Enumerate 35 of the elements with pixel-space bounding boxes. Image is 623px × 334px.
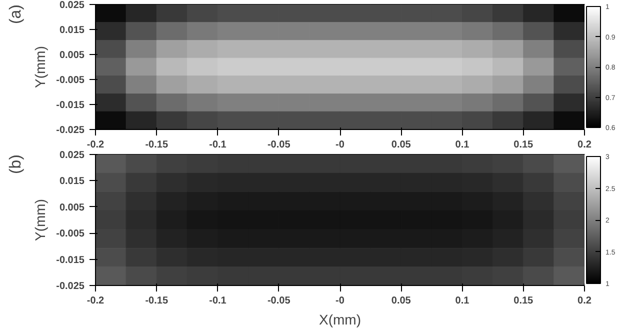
x-tick-label: -0.15 bbox=[145, 140, 168, 150]
x-tick-label: 0.1 bbox=[455, 140, 470, 150]
y-tick-label: -0.025 bbox=[56, 125, 85, 136]
x-tick-label: 0.1 bbox=[455, 296, 470, 306]
chart-title: (a) bbox=[8, 4, 24, 24]
y-axis-title: Y(mm) bbox=[32, 198, 48, 241]
x-tick-label: -0 bbox=[336, 140, 345, 150]
x-axis-title: X(mm) bbox=[319, 312, 362, 328]
y-tick-label: -0.015 bbox=[56, 100, 85, 111]
x-tick-label: -0.15 bbox=[145, 296, 168, 306]
y-tick-label: 0.025 bbox=[59, 150, 85, 161]
x-tick-label: 0.2 bbox=[578, 296, 592, 306]
x-tick-label: 0.05 bbox=[391, 140, 412, 150]
x-tick-label: -0.1 bbox=[209, 296, 227, 306]
y-tick-label: 0.015 bbox=[59, 176, 85, 188]
x-tick-label: 0.05 bbox=[391, 296, 412, 306]
y-tick-label: 0.015 bbox=[59, 25, 85, 36]
x-tick-label: 0.15 bbox=[514, 296, 534, 306]
y-tick-label: 0.005 bbox=[59, 202, 85, 214]
x-tick-label: -0.05 bbox=[267, 140, 291, 150]
y-tick-label: -0.005 bbox=[56, 228, 85, 240]
x-tick-label: -0 bbox=[336, 296, 345, 306]
x-tick-label: -0.1 bbox=[209, 140, 227, 150]
y-tick-label: 0.005 bbox=[59, 50, 85, 61]
y-tick-label: 0.025 bbox=[59, 0, 85, 11]
y-tick-label: -0.015 bbox=[56, 254, 85, 266]
chart-title: (b) bbox=[8, 154, 24, 174]
y-tick-label: -0.005 bbox=[56, 75, 85, 86]
x-tick-label: -0.2 bbox=[86, 296, 105, 306]
y-axis-title: Y(mm) bbox=[32, 46, 48, 88]
x-tick-label: 0.15 bbox=[514, 140, 534, 150]
x-tick-label: -0.2 bbox=[86, 140, 105, 150]
x-tick-label: 0.2 bbox=[578, 140, 592, 150]
y-tick-label: -0.025 bbox=[56, 281, 85, 292]
x-tick-label: -0.05 bbox=[267, 296, 291, 306]
